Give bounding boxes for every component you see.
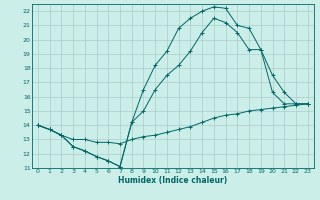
X-axis label: Humidex (Indice chaleur): Humidex (Indice chaleur) (118, 176, 228, 185)
